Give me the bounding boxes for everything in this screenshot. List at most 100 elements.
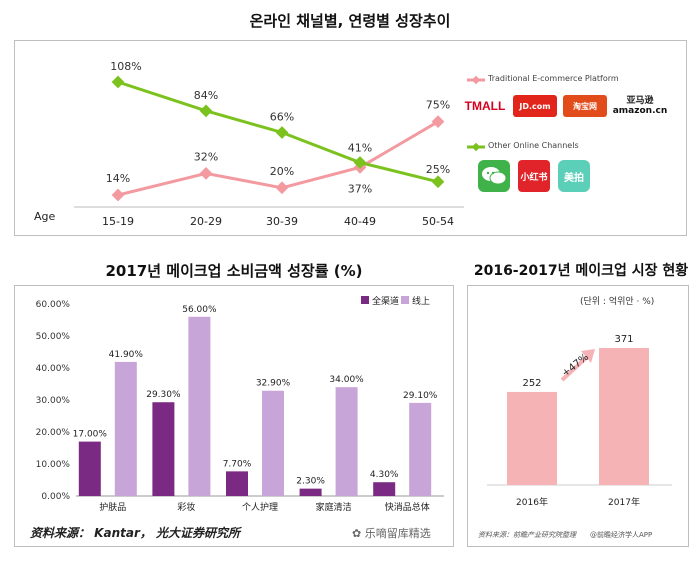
chart3-growth-arrowhead	[581, 349, 595, 363]
chart1-data-label: 75%	[426, 99, 450, 112]
chart2-data-label: 2.30%	[296, 477, 325, 487]
chart1-data-label: 108%	[110, 60, 141, 73]
chart1-title: 온라인 채널별, 연령별 성장추이	[249, 12, 451, 30]
online-bar	[114, 361, 137, 496]
chart1-data-label: 14%	[106, 172, 130, 185]
chart2-y-tick-label: 10.00%	[36, 460, 71, 470]
amazon-logo-top: 亚马逊	[626, 96, 654, 106]
chart1-x-tick-label: 15-19	[102, 215, 134, 228]
chart2-data-label: 7.70%	[223, 459, 252, 469]
chart2-y-tick-label: 50.00%	[36, 332, 71, 342]
chart1-x-tick-label: 50-54	[422, 215, 454, 228]
chart2-legend-label: 线上	[412, 295, 430, 307]
chart2-data-label: 56.00%	[182, 305, 217, 315]
wechat-icon	[482, 167, 507, 185]
chart3-bar	[599, 348, 649, 485]
chart1-data-label: 41%	[348, 142, 372, 155]
chart1-x-tick-label: 20-29	[190, 215, 222, 228]
chart1-data-point	[275, 126, 289, 139]
chart2-y-tick-label: 60.00%	[36, 300, 71, 310]
chart1-data-point	[111, 75, 125, 89]
tmall-logo: TMALL	[464, 99, 506, 113]
chart2-x-tick-label: 护肤品	[99, 501, 126, 513]
chart2-source: 资料来源： Kantar， 光大证券研究所	[30, 526, 241, 540]
chart2-x-tick-label: 彩妆	[177, 501, 195, 513]
chart2-data-label: 41.90%	[109, 350, 144, 360]
chart1-data-label: 25%	[426, 163, 450, 176]
all-channel-bar	[299, 488, 322, 496]
wechat-logo	[478, 160, 510, 192]
chart2-watermark: ✿ 乐嘀留库精选	[352, 525, 431, 541]
online-bar	[262, 390, 284, 496]
legend-online-swatch	[401, 296, 409, 304]
chart1-data-label: 66%	[270, 110, 294, 123]
chart3-source-right: @前瞻经济学人APP	[590, 531, 653, 539]
chart3-unit: (단위 : 억위안 · %)	[580, 297, 655, 307]
all-channel-bar	[226, 471, 248, 496]
chart1-data-point	[199, 104, 213, 118]
chart2-data-label: 4.30%	[370, 470, 399, 480]
legend-other-label: Other Online Channels	[488, 141, 579, 150]
chart1-age-label: Age	[34, 210, 56, 223]
chart3-title: 2016-2017년 메이크업 시장 현황	[473, 263, 689, 279]
amazon-logo-text: amazon.cn	[612, 106, 668, 116]
chart1-data-point	[431, 115, 445, 129]
chart2-title: 2017년 메이크업 소비금액 성장률 (%)	[105, 262, 363, 280]
chart2-data-label: 32.90%	[256, 379, 291, 389]
amazon-logo: 亚马逊 amazon.cn	[612, 93, 668, 119]
chart2-x-tick-label: 快消品总体	[385, 501, 430, 513]
chart1-data-point	[199, 166, 213, 180]
legend-traditional-label: Traditional E-commerce Platform	[488, 74, 619, 83]
chart3-x-tick-label: 2016年	[516, 496, 548, 508]
all-channel-bar	[78, 441, 101, 496]
jd-logo: JD.com	[513, 95, 557, 117]
chart2-y-tick-label: 20.00%	[36, 428, 71, 438]
chart1-panel	[14, 40, 687, 236]
chart2-y-tick-label: 40.00%	[36, 364, 71, 374]
watermark-text: 乐嘀留库精选	[364, 527, 431, 540]
chart2-y-tick-label: 30.00%	[36, 396, 71, 406]
chart2-panel	[14, 285, 454, 547]
legend-other-marker	[467, 142, 485, 152]
chart3-panel	[467, 285, 689, 547]
chart1-data-label: 37%	[348, 182, 372, 195]
online-bar	[188, 316, 211, 496]
chart1-data-point	[275, 181, 289, 195]
chart1-data-label: 20%	[270, 165, 294, 178]
chart1-x-tick-label: 40-49	[344, 215, 376, 228]
watermark-icon: ✿	[352, 527, 365, 540]
chart3-data-label: 371	[614, 334, 633, 345]
chart1-data-label: 84%	[194, 89, 218, 102]
taobao-logo: 淘宝网	[563, 95, 607, 117]
chart2-plot: 0.00% 10.00% 20.00% 30.00% 40.00% 50.00% 60.00…	[36, 295, 444, 513]
chart3-source-left: 资料来源：前瞻产业研究院整理	[478, 531, 576, 539]
chart1-data-point	[111, 188, 125, 202]
meipai-logo: 美拍	[558, 160, 590, 192]
chart1-x-tick-label: 30-39	[266, 215, 298, 228]
chart3-growth-arrow	[560, 355, 589, 382]
legend-all-channel-swatch	[361, 296, 369, 304]
xiaohongshu-logo: 小红书	[518, 160, 550, 192]
chart3-data-label: 252	[522, 378, 541, 389]
legend-traditional-marker	[467, 75, 485, 85]
chart2-legend-label: 全渠道	[372, 295, 399, 307]
chart2-y-tick-label: 0.00%	[41, 492, 70, 502]
all-channel-bar	[373, 482, 396, 496]
chart2-data-label: 34.00%	[329, 375, 364, 385]
all-channel-bar	[152, 402, 175, 496]
chart1-data-label: 32%	[194, 150, 218, 163]
chart3-growth-label: +47%	[560, 352, 591, 380]
chart3-plot: 252 2016年 371 2017年 +47%	[487, 334, 672, 508]
chart2-data-label: 29.30%	[146, 390, 181, 400]
chart3-bar	[507, 391, 557, 485]
chart2-data-label: 29.10%	[403, 391, 438, 401]
online-bar	[409, 402, 432, 496]
chart1-plot: 15-19 20-29 30-39 40-49 50-54 14% 32% 20% 37% 75%…	[74, 60, 464, 228]
chart3-x-tick-label: 2017年	[608, 496, 640, 508]
chart1-data-point	[353, 156, 367, 169]
chart1-data-point	[431, 175, 445, 189]
chart2-x-tick-label: 家庭清洁	[316, 501, 352, 513]
online-bar	[335, 387, 358, 496]
chart2-data-label: 17.00%	[73, 430, 108, 440]
chart2-x-tick-label: 个人护理	[242, 501, 278, 513]
